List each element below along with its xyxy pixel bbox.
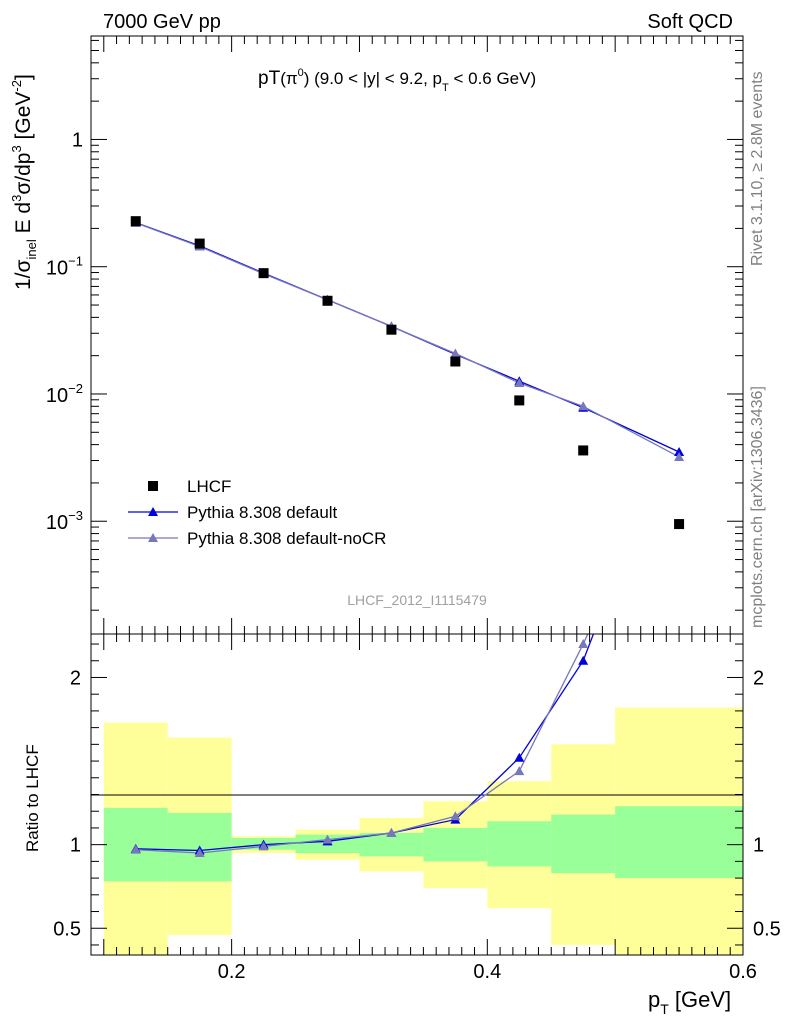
legend-marker bbox=[148, 507, 158, 516]
lhcf-data-point bbox=[514, 395, 525, 406]
ratio-axis-ticks: 0.2 0.4 0.6 0.5 0.5 1 1 2 2 bbox=[53, 634, 781, 983]
legend-label: LHCF bbox=[187, 477, 231, 496]
ratio-series-marker bbox=[194, 848, 205, 858]
main-series-line bbox=[135, 222, 680, 453]
main-y-axis-label: 1/σinel E d3σ/dp3 [GeV-2] bbox=[9, 74, 39, 290]
main-y-tick-label: 10−1 bbox=[46, 254, 83, 280]
ratio-plot-frame bbox=[90, 633, 744, 956]
ratio-series-marker bbox=[130, 844, 141, 854]
ratio-y-tick-label-right: 0.5 bbox=[753, 918, 781, 940]
ratio-x-tick-label: 0.6 bbox=[729, 961, 757, 983]
lhcf-data-point bbox=[450, 356, 461, 367]
ratio-series-marker bbox=[386, 827, 397, 837]
ratio-y-axis-label: Ratio to LHCF bbox=[23, 744, 42, 852]
ratio-series-marker bbox=[578, 655, 589, 665]
lhcf-data-point bbox=[322, 295, 333, 306]
ratio-series-marker bbox=[258, 841, 269, 851]
ratio-y-tick-label: 1 bbox=[70, 835, 81, 857]
main-panel: 1 10−1 10−2 10−3 pT(π0) (9.0 < |y| < 9.2, p… bbox=[9, 35, 744, 635]
legend: LHCF Pythia 8.308 default Pythia 8.308 def… bbox=[128, 477, 386, 548]
ratio-y-tick-label: 0.5 bbox=[53, 918, 81, 940]
ratio-band-inner bbox=[615, 806, 743, 879]
ratio-series-marker bbox=[322, 834, 333, 844]
ratio-series-marker bbox=[450, 811, 461, 821]
ratio-band-inner bbox=[551, 814, 616, 874]
main-series-marker bbox=[514, 377, 525, 387]
ratio-band-inner bbox=[359, 832, 424, 857]
header-energy-label: 7000 GeV pp bbox=[103, 11, 221, 33]
main-series-marker bbox=[450, 348, 461, 358]
main-plot-title: pT(π0) (9.0 < |y| < 9.2, pT < 0.6 GeV) bbox=[258, 67, 536, 94]
ratio-band-inner bbox=[487, 821, 552, 867]
lhcf-data-point bbox=[578, 445, 589, 456]
header-process-label: Soft QCD bbox=[647, 11, 733, 33]
ratio-series-group bbox=[130, 634, 595, 858]
lhcf-data-point bbox=[130, 216, 141, 227]
ratio-y-tick-label: 2 bbox=[70, 667, 81, 689]
lhcf-data-point bbox=[194, 238, 205, 249]
main-y-tick-label: 1 bbox=[72, 129, 83, 151]
mcplots-reference-label: mcplots.cern.ch [arXiv:1306.3436] bbox=[749, 386, 766, 628]
main-series-marker bbox=[674, 446, 685, 456]
ratio-y-tick-label-right: 2 bbox=[753, 667, 764, 689]
ratio-series-marker bbox=[514, 752, 525, 762]
analysis-watermark: LHCF_2012_I1115479 bbox=[347, 592, 487, 608]
main-series-group bbox=[130, 216, 685, 530]
ratio-band-inner bbox=[423, 827, 488, 862]
ratio-x-tick-label: 0.2 bbox=[218, 961, 246, 983]
ratio-series-marker bbox=[578, 639, 589, 649]
ratio-y-tick-label-right: 1 bbox=[753, 835, 764, 857]
lhcf-data-point bbox=[674, 519, 685, 530]
rivet-version-label: Rivet 3.1.10, ≥ 2.8M events bbox=[749, 71, 766, 266]
legend-marker bbox=[148, 533, 158, 542]
ratio-panel: 0.2 0.4 0.6 0.5 0.5 1 1 2 2 Ratio to LHCF pT [Ge… bbox=[23, 633, 781, 1017]
legend-label: Pythia 8.308 default bbox=[187, 503, 338, 522]
ratio-uncertainty-bands bbox=[103, 707, 743, 955]
main-axis-ticks: 1 10−1 10−2 10−3 bbox=[46, 36, 744, 634]
legend-label: Pythia 8.308 default-noCR bbox=[187, 529, 386, 548]
main-series-line bbox=[135, 222, 680, 458]
lhcf-data-point bbox=[386, 324, 397, 335]
main-series-marker bbox=[674, 451, 685, 461]
legend-marker-lhcf bbox=[148, 481, 158, 491]
lhcf-data-point bbox=[258, 268, 269, 279]
main-y-tick-label: 10−2 bbox=[46, 381, 83, 407]
main-y-tick-label: 10−3 bbox=[46, 508, 83, 534]
x-axis-label: pT [GeV] bbox=[648, 987, 731, 1017]
ratio-x-tick-label: 0.4 bbox=[473, 961, 501, 983]
ratio-series-marker bbox=[514, 766, 525, 776]
main-series-marker bbox=[578, 401, 589, 411]
